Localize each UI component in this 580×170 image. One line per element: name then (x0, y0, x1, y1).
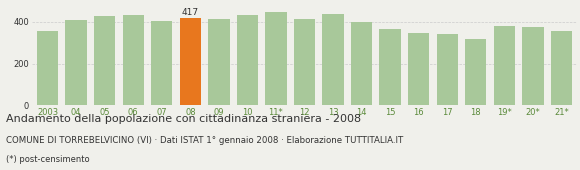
Bar (94, 16, 115, 105)
Text: COMUNE DI TORREBELVICINO (VI) · Dati ISTAT 1° gennaio 2008 · Elaborazione TUTTIT: COMUNE DI TORREBELVICINO (VI) · Dati IST… (6, 136, 403, 145)
Bar (437, 34, 458, 105)
Bar (151, 21, 172, 105)
Bar (180, 18, 201, 105)
Bar (465, 39, 487, 105)
Bar (322, 14, 344, 105)
Bar (351, 22, 372, 105)
Bar (294, 19, 315, 105)
Bar (122, 15, 144, 105)
Bar (265, 12, 287, 105)
Text: Andamento della popolazione con cittadinanza straniera - 2008: Andamento della popolazione con cittadin… (6, 114, 361, 124)
Text: (*) post-censimento: (*) post-censimento (6, 155, 89, 164)
Bar (494, 26, 515, 105)
Bar (237, 15, 258, 105)
Bar (208, 19, 230, 105)
Bar (66, 20, 87, 105)
Bar (550, 31, 572, 105)
Text: 417: 417 (182, 8, 199, 17)
Bar (408, 33, 429, 105)
Bar (379, 29, 401, 105)
Bar (522, 27, 543, 105)
Bar (37, 31, 59, 105)
